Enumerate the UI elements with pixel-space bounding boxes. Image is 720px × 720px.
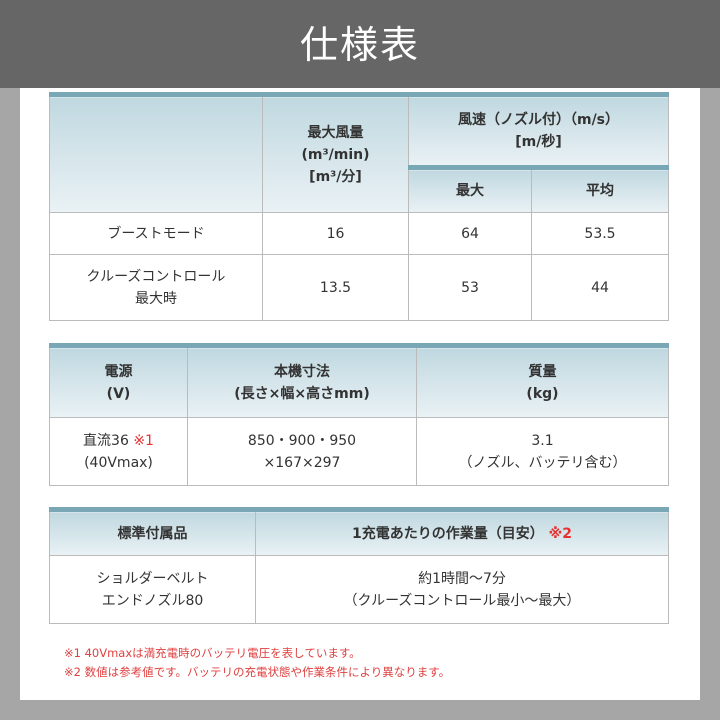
avg-cell: 53.5 xyxy=(530,212,670,255)
table-row: ショルダーベルト エンドノズル80 約1時間～7分 （クルーズコントロール最小～最大… xyxy=(49,555,669,624)
max-cell: 64 xyxy=(408,212,532,255)
mode-cell: ブーストモード xyxy=(49,212,263,255)
accessory-cell: ショルダーベルト エンドノズル80 xyxy=(49,555,256,624)
accessory-table: 標準付属品 1充電あたりの作業量（目安） ※2 ショルダーベルト エンドノズル80… xyxy=(49,507,669,624)
avg-cell: 44 xyxy=(530,254,670,321)
note-ref: ※1 xyxy=(133,432,154,449)
max-cell: 53 xyxy=(408,254,532,321)
note-ref: ※2 xyxy=(548,525,572,542)
mass-header: 質量 (kg) xyxy=(416,343,669,418)
max-header: 最大 xyxy=(408,165,532,213)
avg-header: 平均 xyxy=(530,165,670,213)
power-size-table: 電源 (V) 本機寸法 (長さ×幅×高さmm) 質量 (kg) 直流36 ※1 (40V… xyxy=(49,343,669,486)
table-row: クルーズコントロール 最大時 13.5 53 44 xyxy=(49,254,670,321)
flow-header: 最大風量 (m³/min) [m³/分] xyxy=(262,92,409,213)
page-title: 仕様表 xyxy=(0,0,720,88)
mode-cell: クルーズコントロール 最大時 xyxy=(49,254,263,321)
footnotes: ※1 40Vmaxは満充電時のバッテリ電圧を表しています。 ※2 数値は参考値で… xyxy=(64,644,450,682)
size-header: 本機寸法 (長さ×幅×高さmm) xyxy=(187,343,417,418)
flow-cell: 13.5 xyxy=(262,254,409,321)
flow-cell: 16 xyxy=(262,212,409,255)
empty-header xyxy=(49,92,263,213)
power-header: 電源 (V) xyxy=(49,343,188,418)
power-cell: 直流36 ※1 (40Vmax) xyxy=(49,417,188,486)
airflow-table: 最大風量 (m³/min) [m³/分] 風速（ノズル付）（m/s） [m/秒] 最大… xyxy=(49,92,670,321)
table-row: 直流36 ※1 (40Vmax) 850・900・950 ×167×297 3.1 （… xyxy=(49,417,669,486)
work-cell: 約1時間～7分 （クルーズコントロール最小～最大） xyxy=(255,555,669,624)
footnote: ※1 40Vmaxは満充電時のバッテリ電圧を表しています。 xyxy=(64,646,361,660)
footnote: ※2 数値は参考値です。バッテリの充電状態や作業条件により異なります。 xyxy=(64,665,451,679)
accessory-header: 標準付属品 xyxy=(49,507,256,556)
table-row: ブーストモード 16 64 53.5 xyxy=(49,212,670,255)
speed-header: 風速（ノズル付）（m/s） [m/秒] xyxy=(407,92,670,168)
work-header: 1充電あたりの作業量（目安） ※2 xyxy=(255,507,669,556)
size-cell: 850・900・950 ×167×297 xyxy=(187,417,417,486)
mass-cell: 3.1 （ノズル、バッテリ含む） xyxy=(416,417,669,486)
